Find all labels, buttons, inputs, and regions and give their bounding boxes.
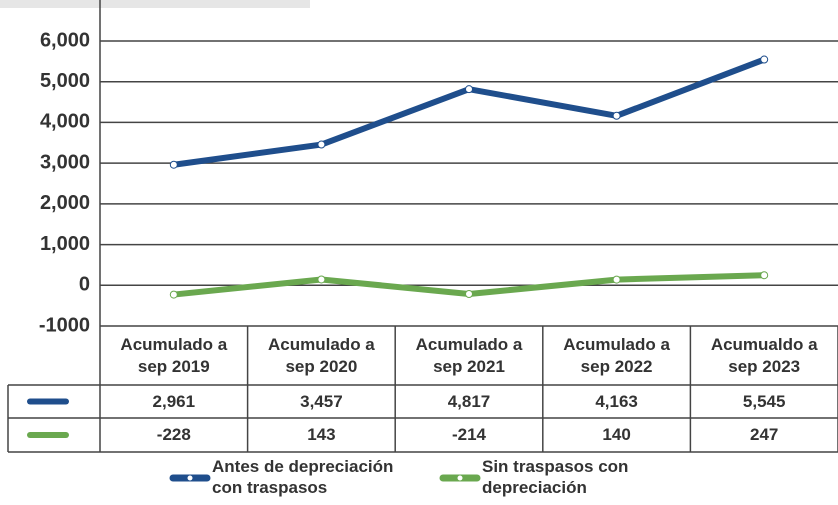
table-value: -214 — [451, 425, 486, 444]
legend-label: Sin traspasos con depreciación — [482, 457, 629, 497]
x-tick-label: Acumulado a sep 2021 — [415, 334, 523, 376]
table-value: 3,457 — [300, 391, 343, 411]
point — [612, 111, 621, 120]
series-line — [173, 56, 766, 168]
point — [465, 85, 473, 94]
table-value: 5,545 — [742, 391, 786, 411]
y-tick-label: 2,000 — [40, 192, 90, 214]
y-tick-label: -1000 — [39, 314, 90, 336]
table-value: 2,961 — [152, 391, 196, 411]
point — [169, 290, 178, 299]
y-tick-label: 0 — [79, 274, 90, 296]
legend-marker — [187, 475, 193, 481]
table-value: 247 — [750, 425, 779, 444]
table-value: 4,163 — [595, 391, 638, 411]
legend-marker — [457, 475, 463, 481]
x-tick-label: Acumualdo a sep 2023 — [710, 334, 818, 376]
point — [317, 140, 326, 149]
point — [465, 289, 473, 298]
y-tick-label: 1,000 — [40, 233, 90, 255]
point — [760, 55, 769, 64]
table-value: -228 — [156, 425, 191, 444]
point — [317, 275, 326, 284]
table-value: 140 — [602, 425, 631, 444]
point — [760, 271, 769, 280]
point — [169, 160, 178, 169]
x-tick-label: Acumulado a sep 2022 — [563, 334, 670, 376]
header-box — [0, 0, 310, 8]
table-value: 143 — [307, 425, 336, 444]
legend-label: Antes de depreciación con traspasos — [212, 457, 394, 497]
y-tick-label: 5,000 — [40, 70, 90, 92]
x-tick-label: Acumulado a sep 2019 — [120, 334, 228, 376]
table-value: 4,817 — [447, 391, 491, 411]
y-tick-label: 4,000 — [40, 111, 90, 133]
y-tick-label: 6,000 — [40, 29, 90, 51]
point — [612, 275, 621, 284]
x-tick-label: Acumulado a sep 2020 — [268, 334, 375, 376]
y-tick-label: 3,000 — [40, 151, 90, 173]
